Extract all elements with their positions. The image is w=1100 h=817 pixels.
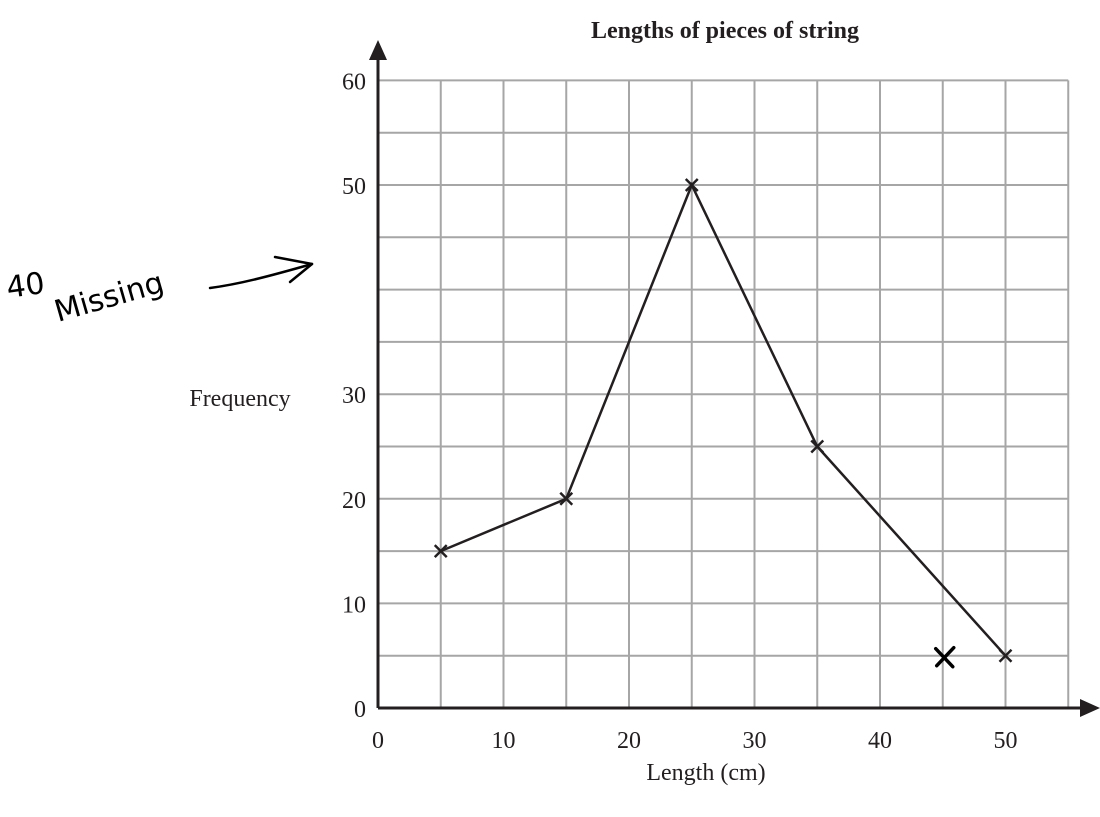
x-tick-label: 10	[492, 728, 516, 754]
y-tick-label: 20	[342, 488, 366, 514]
axes	[369, 40, 1100, 717]
annotation-arrow-shaft	[208, 262, 314, 290]
chart-title: Lengths of pieces of string	[591, 18, 859, 44]
x-tick-label: 50	[994, 728, 1018, 754]
annotation-arrow-head	[273, 255, 314, 284]
data-point-marker	[559, 491, 574, 506]
data-point-marker	[684, 178, 699, 192]
data-point-marker	[433, 544, 448, 558]
y-tick-label: 0	[354, 697, 366, 723]
tick-labels: 0 10 20 30 40 50 0 10 20 30 50 60	[342, 69, 1018, 754]
y-tick-label: 10	[342, 592, 366, 618]
x-tick-label: 0	[372, 728, 384, 754]
x-axis-arrow	[1080, 699, 1100, 717]
handwritten-cross	[934, 645, 956, 669]
series-line	[440, 181, 1007, 657]
x-tick-label: 20	[617, 728, 641, 754]
grid	[378, 79, 1070, 708]
y-axis-label: Frequency	[189, 386, 290, 412]
annotation-number: 40	[4, 266, 47, 306]
handwritten-marker	[934, 645, 956, 669]
x-axis-label: Length (cm)	[646, 760, 765, 786]
data-markers	[433, 178, 1013, 663]
annotation-text: Missing	[51, 265, 168, 329]
y-axis-arrow	[369, 40, 387, 60]
x-tick-label: 30	[743, 728, 767, 754]
y-tick-label: 50	[342, 174, 366, 200]
handwritten-annotation: 40 Missing	[4, 255, 314, 330]
y-tick-label: 30	[342, 383, 366, 409]
x-tick-label: 40	[868, 728, 892, 754]
data-point-marker	[998, 648, 1013, 663]
data-point-marker	[810, 439, 825, 454]
y-tick-label: 60	[342, 69, 366, 95]
